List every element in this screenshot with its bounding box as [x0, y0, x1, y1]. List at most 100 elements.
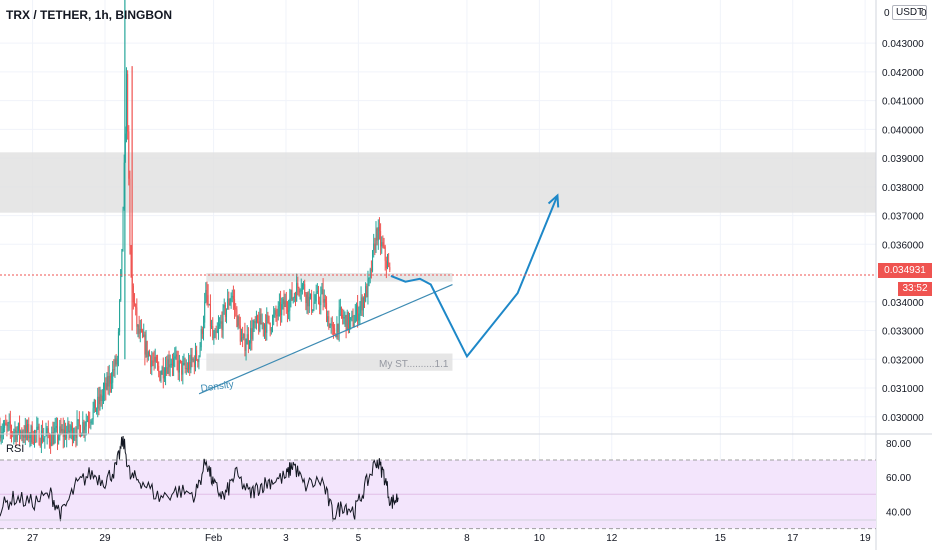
candle-body	[88, 420, 90, 423]
candle-body	[318, 291, 320, 302]
candle-body	[143, 334, 145, 337]
candle-body	[56, 426, 58, 440]
candle-body	[82, 422, 84, 434]
candle-body	[122, 208, 124, 250]
candle-body	[94, 399, 96, 412]
candle-body	[254, 320, 256, 324]
candle-body	[58, 436, 60, 440]
candle-body	[37, 426, 39, 428]
candle-body	[81, 433, 83, 437]
candle-body	[196, 350, 198, 360]
candle-body	[113, 369, 115, 371]
candle-body	[266, 315, 268, 333]
candle-body	[362, 297, 364, 311]
candle-body	[24, 425, 26, 438]
candle-body	[331, 323, 333, 327]
candle-body	[296, 283, 298, 302]
candle-body	[182, 363, 184, 375]
candle-body	[281, 304, 283, 316]
candle-body	[321, 289, 323, 295]
chart-title: TRX / TETHER, 1h, BINGBON	[6, 8, 173, 22]
candle-body	[238, 316, 240, 326]
candle-body	[346, 312, 348, 331]
candle-body	[384, 246, 386, 261]
candle-body	[259, 314, 261, 331]
candle-body	[44, 436, 46, 439]
candle-body	[97, 396, 99, 409]
currency-button[interactable]: USDT	[892, 5, 928, 20]
candle-body	[229, 301, 231, 305]
candle-body	[96, 408, 98, 412]
candle-body	[357, 305, 359, 321]
candle-body	[205, 290, 207, 302]
candle-body	[337, 323, 339, 333]
candle-body	[108, 375, 110, 387]
candle-body	[377, 226, 379, 241]
candle-body	[175, 354, 177, 357]
candle-body	[201, 328, 203, 334]
candle-body	[380, 231, 382, 247]
candle-body	[245, 344, 247, 351]
candle-body	[92, 408, 94, 420]
candle-body	[207, 295, 209, 305]
candle-body	[74, 435, 76, 437]
candle-body	[54, 427, 56, 433]
candle-body	[370, 269, 372, 271]
x-tick-label: 15	[715, 533, 727, 544]
candle-body	[130, 246, 132, 278]
candle-body	[246, 334, 248, 345]
candle-body	[15, 429, 17, 440]
candle-body	[162, 367, 164, 379]
candle-body	[270, 329, 272, 331]
candle-body	[85, 421, 87, 427]
candle-body	[199, 347, 201, 357]
candle-body	[263, 324, 265, 330]
candles	[0, 67, 391, 454]
candle-body	[368, 278, 370, 280]
candle-body	[369, 269, 371, 279]
candle-body	[283, 299, 285, 307]
candle-body	[382, 242, 384, 247]
candle-body	[275, 310, 277, 316]
candle-body	[260, 314, 262, 325]
candle-body	[78, 419, 80, 427]
candle-body	[16, 431, 18, 440]
y-tick-label: 0.033000	[882, 327, 924, 338]
candle-body	[197, 359, 199, 363]
candle-body	[351, 315, 353, 318]
candle-body	[297, 283, 299, 289]
candle-body	[219, 323, 221, 327]
candle-body	[153, 361, 155, 363]
candle-body	[36, 426, 38, 433]
candle-body	[252, 328, 254, 339]
candle-body	[191, 354, 193, 360]
candle-body	[291, 290, 293, 301]
axis-suffix: 0	[921, 8, 927, 19]
candle-body	[336, 323, 338, 338]
candle-body	[224, 305, 226, 317]
zone-rect	[0, 152, 876, 213]
candle-body	[25, 425, 27, 433]
x-tick-label: 29	[99, 533, 111, 544]
candle-body	[116, 358, 118, 365]
candle-body	[48, 435, 50, 443]
candle-body	[223, 305, 225, 308]
candle-body	[292, 297, 294, 301]
candle-body	[249, 343, 251, 345]
candle-body	[383, 246, 385, 248]
candle-body	[378, 226, 380, 232]
candle-body	[330, 323, 332, 325]
x-tick-label: 19	[860, 533, 872, 544]
y-tick-label: 0.032000	[882, 355, 924, 366]
candle-body	[39, 444, 41, 446]
candle-body	[237, 316, 239, 327]
candle-body	[265, 324, 267, 333]
candle-body	[6, 425, 8, 427]
candle-body	[352, 315, 354, 327]
candle-body	[198, 356, 200, 363]
candle-body	[354, 314, 356, 323]
candle-body	[323, 299, 325, 303]
candle-body	[138, 325, 140, 334]
candle-body	[372, 250, 374, 271]
